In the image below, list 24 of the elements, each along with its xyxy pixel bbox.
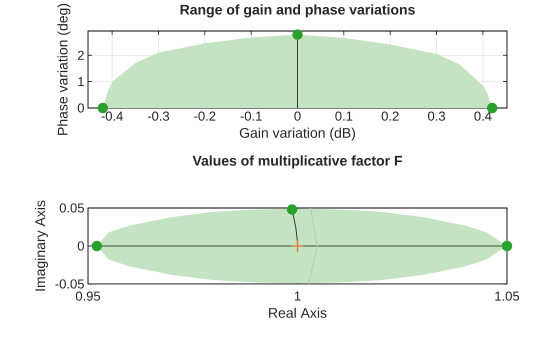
x-tick-label: -0.2 <box>194 112 216 121</box>
x-axis-title: Gain variation (dB) <box>240 128 355 141</box>
y-tick-label: 0.05 <box>60 203 84 213</box>
y-tick-label: 1 <box>78 77 84 86</box>
x-axis-title: Real Axis <box>269 308 327 318</box>
y-tick-label: 2 <box>78 50 84 60</box>
x-tick-label: 0.2 <box>382 112 399 121</box>
y-axis-title: Imaginary Axis <box>34 200 48 291</box>
y-axis-title: Phase variation (deg) <box>57 4 70 135</box>
chart-title: Range of gain and phase variations <box>180 4 415 18</box>
x-tick-label: -0.4 <box>101 112 123 121</box>
y-tick-label: 0 <box>78 241 84 251</box>
x-tick-label: 0.95 <box>76 292 100 301</box>
x-tick-label: 0.1 <box>335 112 352 121</box>
x-tick-label: 0.3 <box>428 112 446 121</box>
x-tick-label: -0.1 <box>240 112 262 121</box>
y-tick-label: -0.05 <box>55 279 84 289</box>
x-tick-label: 1 <box>294 292 300 300</box>
x-tick-label: 0.4 <box>474 112 492 121</box>
x-tick-label: 1.05 <box>495 292 520 301</box>
y-tick-label: 0 <box>78 103 84 113</box>
x-tick-label: -0.3 <box>148 112 170 121</box>
chart-title: Values of multiplicative factor F <box>192 155 402 168</box>
x-tick-label: 0 <box>294 112 301 121</box>
